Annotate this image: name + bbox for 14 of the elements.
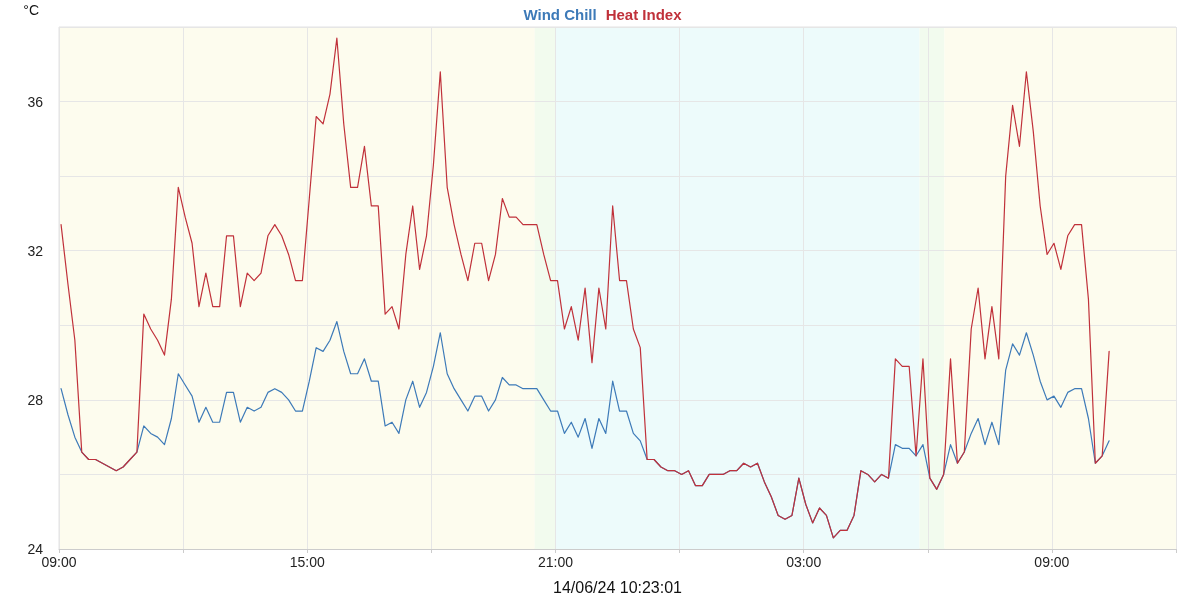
x-tick-label: 09:00 <box>1034 554 1070 570</box>
y-tick-label: 24 <box>27 541 44 557</box>
x-tick-label: 09:00 <box>41 554 77 570</box>
x-tick-label: 21:00 <box>537 554 574 570</box>
text: Wind Chill <box>523 6 597 23</box>
y-axis-title: °C <box>23 2 39 18</box>
x-axis-title: 14/06/24 10:23:01 <box>552 578 683 596</box>
x-tick-label: 03:00 <box>786 554 822 570</box>
text: Heat Index <box>605 6 683 23</box>
y-tick-label: 32 <box>27 242 44 259</box>
x-tick-label: 15:00 <box>289 554 325 570</box>
y-tick-label: 36 <box>27 93 44 110</box>
y-tick-label: 28 <box>27 391 44 408</box>
line-series <box>60 37 1110 539</box>
